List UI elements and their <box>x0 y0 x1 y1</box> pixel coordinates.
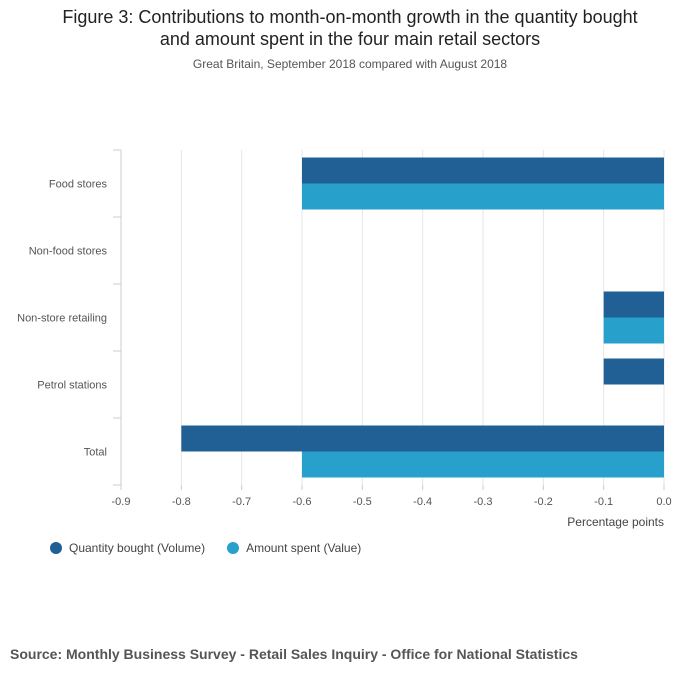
x-tick-label: -0.7 <box>232 496 251 508</box>
bar <box>603 358 664 385</box>
x-tick-label: -0.1 <box>594 496 613 508</box>
x-tick-label: -0.9 <box>112 496 131 508</box>
x-axis-label: Percentage points <box>567 515 664 529</box>
bar <box>302 451 664 478</box>
y-category-label: Non-food stores <box>29 246 108 258</box>
source-note: Source: Monthly Business Survey - Retail… <box>10 646 578 662</box>
y-axis: Food stores Non-food stores Non-store reta… <box>17 149 122 486</box>
bar <box>302 157 664 184</box>
x-tick-label: -0.2 <box>534 496 553 508</box>
bar <box>181 425 665 452</box>
legend-item-volume[interactable]: Quantity bought (Volume) <box>50 541 205 555</box>
legend: Quantity bought (Volume) Amount spent (V… <box>50 541 361 555</box>
bar <box>603 291 664 318</box>
chart-title-line-2: and amount spent in the four main retail… <box>159 29 541 49</box>
x-tick-label: -0.5 <box>353 496 372 508</box>
chart-title-line-1: Figure 3: Contributions to month-on-mont… <box>62 7 638 27</box>
chart-title: Figure 3: Contributions to month-on-mont… <box>0 6 700 50</box>
x-axis: -0.9 -0.8 -0.7 -0.6 -0.5 -0.4 -0.3 -0.2 -0.1 0.0 P… <box>112 485 672 529</box>
legend-marker-value <box>227 542 240 554</box>
y-category-label: Total <box>84 447 107 459</box>
x-tick-label: -0.6 <box>293 496 312 508</box>
y-category-label: Petrol stations <box>37 380 107 392</box>
x-tick-label: -0.8 <box>172 496 191 508</box>
y-category-label: Food stores <box>49 179 108 191</box>
bar <box>302 183 664 210</box>
x-tick-label: 0.0 <box>656 496 671 508</box>
bars <box>181 157 665 478</box>
x-tick-label: -0.3 <box>474 496 493 508</box>
legend-label-volume: Quantity bought (Volume) <box>69 541 206 555</box>
chart-subtitle: Great Britain, September 2018 compared w… <box>192 57 508 71</box>
legend-label-value: Amount spent (Value) <box>246 541 362 555</box>
bar <box>603 317 664 344</box>
legend-marker-volume <box>50 542 62 554</box>
y-category-label: Non-store retailing <box>17 313 107 325</box>
x-tick-label: -0.4 <box>413 496 432 508</box>
legend-item-value[interactable]: Amount spent (Value) <box>227 541 361 555</box>
